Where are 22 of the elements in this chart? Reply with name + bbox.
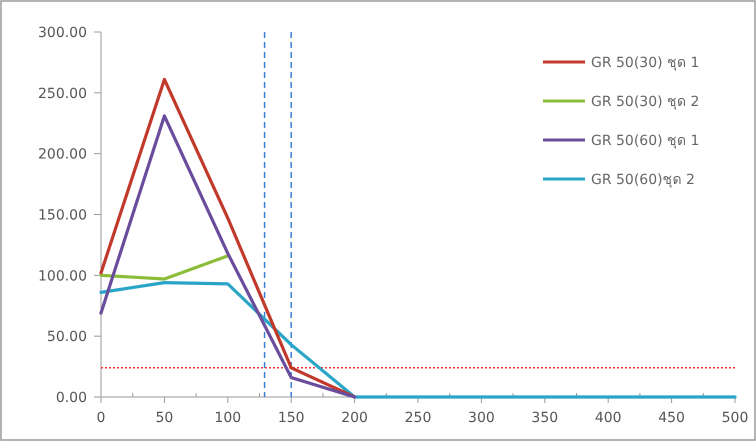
x-tick-label: 450 (658, 410, 685, 426)
legend-label: GR 50(60)ชุด 2 (591, 172, 695, 188)
x-tick-label: 0 (96, 410, 106, 426)
x-tick-label: 400 (594, 410, 622, 426)
x-tick-label: 50 (155, 410, 174, 426)
y-tick-label: 0.00 (56, 390, 87, 406)
x-tick-label: 250 (404, 410, 432, 426)
y-tick-label: 200.00 (38, 146, 87, 163)
y-tick-label: 50.00 (46, 329, 87, 346)
x-tick-label: 100 (214, 410, 242, 426)
x-tick-label: 500 (722, 410, 748, 426)
legend-label: GR 50(30) ชุด 2 (591, 94, 700, 110)
y-tick-label: 300.00 (38, 25, 87, 41)
y-tick-label: 150.00 (38, 208, 87, 224)
y-tick-label: 100.00 (38, 268, 87, 284)
y-tick-label: 250.00 (38, 86, 87, 102)
x-tick-label: 200 (341, 410, 368, 426)
x-tick-label: 350 (531, 410, 558, 426)
legend-label: GR 50(30) ชุด 1 (591, 55, 700, 71)
x-tick-label: 150 (278, 410, 305, 426)
legend-label: GR 50(60) ชุด 1 (591, 133, 700, 149)
x-tick-label: 300 (468, 410, 495, 426)
